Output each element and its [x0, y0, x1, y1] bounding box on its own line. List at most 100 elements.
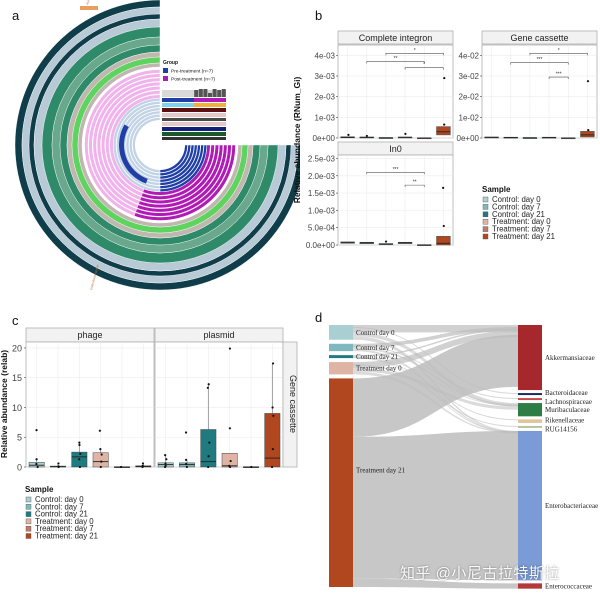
- heatmap-row-6: [162, 122, 226, 126]
- significance-label: ***: [537, 57, 543, 63]
- data-point: [250, 466, 252, 468]
- y-tick-label: 0e+00: [457, 134, 480, 143]
- data-point: [35, 463, 37, 465]
- data-point: [57, 462, 59, 464]
- y-tick-label: 1.5e-03: [308, 189, 336, 198]
- data-point: [185, 463, 187, 465]
- group-legend-title: Group: [163, 60, 178, 66]
- box-5: [581, 131, 595, 137]
- sankey-source-node-3: [329, 362, 353, 374]
- sankey-target-label-7: Enterococcaceae: [545, 583, 592, 591]
- significance-label: **: [394, 56, 398, 62]
- heatmap-bar-13: [222, 89, 226, 97]
- data-point: [587, 129, 589, 131]
- sankey-target-label-4: Rikenellaceae: [545, 417, 584, 425]
- data-point: [587, 80, 589, 82]
- y-tick-label: 1.0e-03: [308, 206, 336, 215]
- heatmap-row-5: [162, 118, 226, 121]
- sankey-target-node-6: [518, 431, 542, 580]
- heatmap-bar-8: [199, 89, 203, 97]
- sankey-target-node-3: [518, 403, 542, 416]
- sample-legend-swatch-4: [483, 227, 488, 232]
- y-tick-label: 2.0e-03: [308, 172, 336, 181]
- data-point: [79, 453, 81, 455]
- sankey-source-label-4: Treatment day 21: [356, 466, 406, 474]
- integron-boxplot-chart: Complete integron****0e+001e-032e-033e-0…: [290, 0, 600, 300]
- facet-title: In0: [389, 144, 402, 154]
- data-point: [443, 225, 445, 227]
- sankey-chart: Control day 0 Control day 7Control day 21…: [310, 305, 600, 598]
- circular-heatmap-chart: Akkermansia Enterobacteriaceae Group Pre-tr…: [0, 0, 300, 300]
- heatmap-bar-7: [194, 90, 198, 97]
- data-point: [100, 466, 102, 468]
- facet-title: plasmid: [203, 330, 234, 340]
- sankey-target-label-1: Bacteroidaceae: [545, 389, 588, 397]
- sankey-source-node-2: [329, 355, 353, 358]
- sample-legend-title: Sample: [25, 485, 54, 494]
- sankey-source-node-0: [329, 325, 353, 340]
- data-point: [35, 458, 37, 460]
- data-point: [442, 187, 444, 189]
- data-point: [385, 240, 387, 242]
- data-point: [366, 135, 368, 137]
- mge-boxplot-chart: phage plasmid Gene cassette 0 5 10 15 20Relativ…: [0, 305, 310, 605]
- sample-legend-swatch-5: [26, 534, 31, 539]
- sankey-target-node-1: [518, 393, 542, 395]
- data-point: [207, 387, 209, 389]
- data-point: [101, 453, 103, 455]
- y-tick-label: 0.0e+00: [306, 241, 336, 250]
- y-tick-label: 4e-03: [315, 51, 336, 60]
- data-point: [99, 430, 101, 432]
- sankey-target-label-6: Enterobacteriaceae: [545, 502, 598, 510]
- sankey-source-label-2: Control day 21: [356, 353, 398, 361]
- data-point: [35, 429, 37, 431]
- data-point: [272, 448, 274, 450]
- sample-legend-swatch-0: [26, 497, 31, 502]
- data-point: [186, 466, 188, 468]
- data-point: [100, 461, 102, 463]
- sankey-target-node-7: [518, 583, 542, 588]
- facet-title: Complete integron: [359, 33, 433, 43]
- data-point: [37, 466, 39, 468]
- sample-legend-title: Sample: [482, 185, 511, 194]
- sample-legend-swatch-2: [483, 212, 488, 217]
- data-point: [185, 459, 187, 461]
- sankey-target-label-2: Lachnospiraceae: [545, 398, 592, 406]
- sankey-target-node-2: [518, 398, 542, 400]
- heatmap-row-9: [162, 137, 226, 140]
- significance-label: ***: [393, 167, 399, 173]
- sample-legend-label-5: Treatment: day 21: [492, 232, 555, 241]
- sankey-source-label-3: Treatment day 0: [356, 365, 402, 373]
- y-tick-label: 5: [17, 433, 22, 443]
- annotation-top-label: Akkermansia: [85, 0, 95, 5]
- sample-legend-swatch-4: [26, 526, 31, 531]
- right-strip-label: Gene cassette: [288, 375, 298, 433]
- data-point: [79, 466, 81, 468]
- data-point: [272, 362, 274, 364]
- data-point: [142, 462, 144, 464]
- sankey-source-label-1: Control day 7: [356, 344, 395, 352]
- heatmap-bar-11: [213, 89, 217, 97]
- data-point: [164, 462, 166, 464]
- group-legend-label-0: Pre-treatment (n=7): [171, 69, 213, 75]
- data-point: [78, 458, 80, 460]
- y-tick-label: 0: [17, 463, 22, 473]
- y-tick-label: 20: [12, 343, 22, 353]
- y-tick-label: 1e-02: [459, 113, 480, 122]
- sankey-source-label-0: Control day 0: [356, 329, 395, 337]
- data-point: [404, 133, 406, 135]
- data-point: [185, 431, 187, 433]
- sankey-target-label-0: Akkermansiaceae: [545, 354, 595, 362]
- y-tick-label: 3e-02: [459, 72, 480, 81]
- sample-legend-swatch-1: [26, 504, 31, 509]
- heatmap-bar-12: [217, 90, 221, 97]
- y-tick-label: 1e-03: [315, 113, 336, 122]
- sankey-source-node-4: [329, 378, 353, 587]
- sample-legend-swatch-0: [483, 197, 488, 202]
- data-point: [165, 458, 167, 460]
- sankey-target-node-4: [518, 419, 542, 423]
- y-tick-label: 10: [12, 403, 22, 413]
- y-tick-label: 4e-02: [459, 51, 480, 60]
- y-tick-label: 2e-03: [315, 93, 336, 102]
- y-axis-label: Relative abundance (RNum_Gi): [292, 77, 302, 204]
